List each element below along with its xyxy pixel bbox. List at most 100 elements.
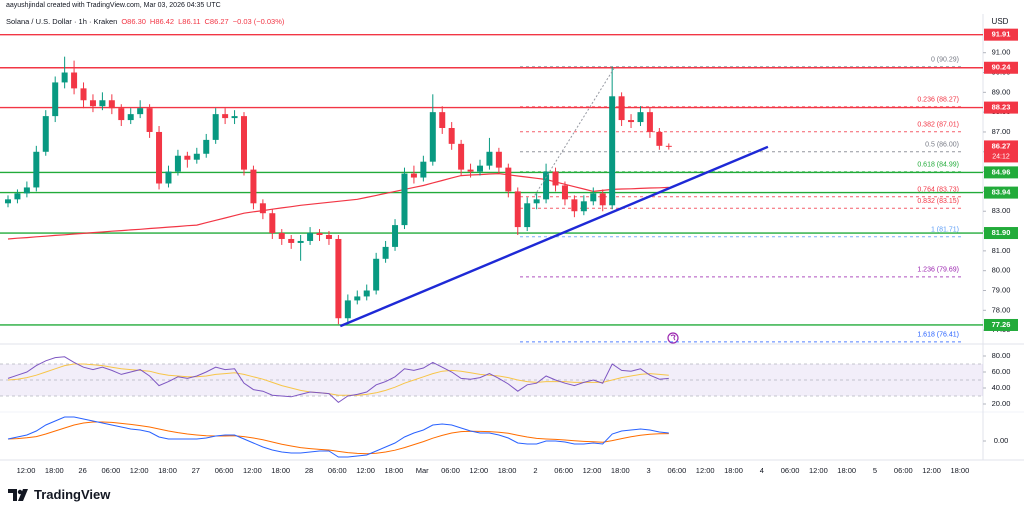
candle-body <box>628 120 635 123</box>
x-tick-label: 12:00 <box>583 466 602 475</box>
level-tag-label: 88.23 <box>992 103 1011 112</box>
x-tick-label: 26 <box>78 466 86 475</box>
macd-tick-label: 0.00 <box>994 436 1009 445</box>
brand[interactable]: TradingView <box>8 487 110 502</box>
candle-body <box>571 199 578 212</box>
last-price-tag <box>984 140 1018 163</box>
candle-body <box>118 108 125 121</box>
level-tag <box>984 318 1018 331</box>
ohlc-change: −0.03 (−0.03%) <box>232 17 285 26</box>
candle-body <box>99 100 106 107</box>
candle-body <box>410 173 417 178</box>
candle-body <box>590 193 597 202</box>
currency: USD <box>992 17 1009 26</box>
y-tick-label: 89.00 <box>992 87 1011 96</box>
x-tick-label: 18:00 <box>837 466 856 475</box>
level-tag-label: 91.91 <box>992 30 1011 39</box>
candle-body <box>401 173 408 226</box>
level-tag <box>984 166 1018 179</box>
moving-average <box>7 172 669 240</box>
candle-body <box>665 145 672 147</box>
candle-body <box>146 108 153 132</box>
y-tick-label: 79.00 <box>992 285 1011 294</box>
fib-label: 0.5 (86.00) <box>925 142 959 149</box>
candle-body <box>382 246 389 259</box>
x-tick-label: 18:00 <box>611 466 630 475</box>
level-tag-label: 81.90 <box>992 228 1011 237</box>
macd-line <box>7 416 669 458</box>
rsi-tick-label: 60.00 <box>992 367 1011 376</box>
y-tick-label: 80.00 <box>992 266 1011 275</box>
x-tick-label: 06:00 <box>328 466 347 475</box>
level-tag <box>984 101 1018 114</box>
candle-body <box>52 82 59 117</box>
fib-trend-line <box>534 66 616 196</box>
brand-icon <box>8 488 28 501</box>
x-tick-label: 27 <box>192 466 200 475</box>
x-tick-label: 06:00 <box>781 466 800 475</box>
candle-body <box>184 155 191 160</box>
fib-label: 0.618 (84.99) <box>917 162 959 169</box>
candle-body <box>637 112 644 123</box>
candle-body <box>524 203 531 228</box>
x-tick-label: 12:00 <box>17 466 36 475</box>
ohlc-open: O86.30 <box>121 17 146 26</box>
x-tick-label: 06:00 <box>554 466 573 475</box>
x-tick-label: 06:00 <box>668 466 687 475</box>
fib-label: 0.832 (83.15) <box>917 198 959 205</box>
symbol: Solana / U.S. Dollar · 1h · Kraken <box>6 17 118 26</box>
candle-body <box>599 193 606 206</box>
x-tick-label: 18:00 <box>45 466 64 475</box>
trend-line <box>339 145 769 328</box>
event-marker[interactable] <box>667 332 679 344</box>
candle-body <box>656 131 663 146</box>
x-tick-label: 2 <box>533 466 537 475</box>
candle-body <box>580 201 587 212</box>
candle-body <box>420 161 427 178</box>
candle-body <box>495 151 502 168</box>
candle-body <box>33 151 40 188</box>
x-tick-label: 18:00 <box>271 466 290 475</box>
x-tick-label: 06:00 <box>215 466 234 475</box>
candle-body <box>354 296 361 301</box>
candle-body <box>297 240 304 243</box>
candle-body <box>269 213 276 234</box>
candle-body <box>316 233 323 236</box>
x-tick-label: Mar <box>416 466 429 475</box>
candle-body <box>609 96 616 206</box>
level-tag-label: 83.94 <box>992 188 1012 197</box>
x-tick-label: 12:00 <box>696 466 715 475</box>
candle-body <box>646 112 653 132</box>
candle-body <box>477 165 483 172</box>
fib-label: 0 (90.29) <box>931 57 959 64</box>
fib-label: 0.236 (88.27) <box>917 97 959 104</box>
macd-signal <box>7 421 669 455</box>
candle-body <box>23 187 30 194</box>
x-tick-label: 06:00 <box>441 466 460 475</box>
candle-body <box>514 191 521 228</box>
candle-body <box>288 238 295 243</box>
candle-body <box>552 171 559 186</box>
candle-body <box>14 193 21 200</box>
candle-body <box>543 171 550 200</box>
brand-name: TradingView <box>34 487 111 502</box>
candle-body <box>241 116 247 170</box>
fib-label: 0.382 (87.01) <box>917 122 959 129</box>
level-tag <box>984 227 1018 240</box>
y-tick-label: 91.00 <box>992 48 1011 57</box>
candle-body <box>458 143 465 170</box>
candle-body <box>61 72 68 83</box>
candle-body <box>325 235 332 239</box>
level-tag <box>984 28 1018 41</box>
y-tick-label: 81.00 <box>992 246 1011 255</box>
candle-body <box>363 290 370 297</box>
candle-body <box>137 108 144 115</box>
candle-body <box>335 238 342 319</box>
fib-label: 1.618 (76.41) <box>917 332 959 339</box>
candle-body <box>533 199 540 204</box>
candle-body <box>307 233 314 241</box>
x-tick-label: 4 <box>760 466 764 475</box>
x-tick-label: 28 <box>305 466 313 475</box>
ohlc-high: H86.42 <box>149 17 175 26</box>
